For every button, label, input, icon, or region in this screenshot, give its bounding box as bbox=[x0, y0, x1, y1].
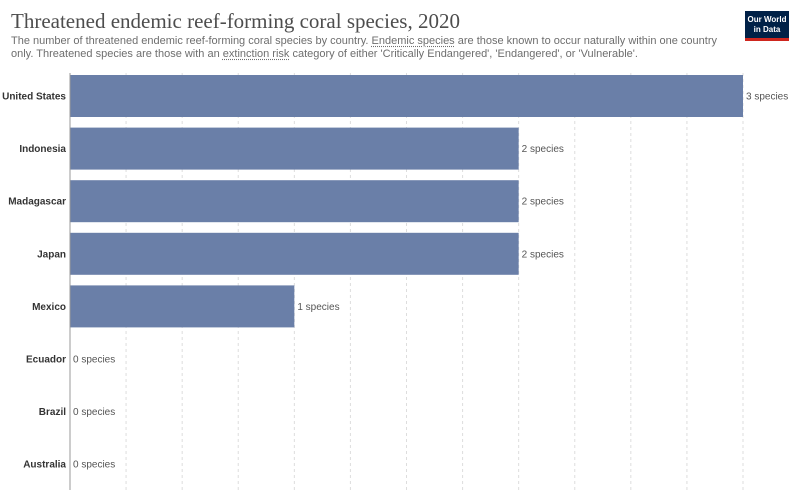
value-label: 0 species bbox=[73, 407, 115, 418]
bar bbox=[70, 232, 519, 275]
labels: United States 3 species Indonesia 2 species… bbox=[2, 92, 788, 471]
bar bbox=[70, 127, 519, 170]
value-label: 2 species bbox=[522, 249, 564, 260]
category-label: Madagascar bbox=[8, 197, 66, 208]
category-label: Brazil bbox=[39, 407, 66, 418]
value-label: 0 species bbox=[73, 355, 115, 366]
bar bbox=[70, 75, 743, 117]
subtitle-text-2: are those known to occur naturally withi… bbox=[11, 35, 717, 60]
category-label: Australia bbox=[23, 460, 66, 471]
category-label: Japan bbox=[37, 249, 66, 260]
value-label: 2 species bbox=[522, 197, 564, 208]
value-label: 2 species bbox=[522, 144, 564, 155]
bar bbox=[70, 285, 295, 328]
value-label: 3 species bbox=[746, 92, 788, 103]
value-label: 1 species bbox=[297, 302, 339, 313]
bar bbox=[70, 180, 519, 223]
logo-line-2: in Data bbox=[753, 24, 781, 34]
owid-logo[interactable]: Our World in Data bbox=[745, 11, 789, 41]
endemic-species-link[interactable]: Endemic species bbox=[371, 35, 455, 47]
category-label: Ecuador bbox=[26, 355, 66, 366]
logo-line-1: Our World bbox=[747, 14, 787, 24]
value-label: 0 species bbox=[73, 460, 115, 471]
category-label: Indonesia bbox=[19, 144, 66, 155]
bars bbox=[70, 75, 743, 328]
category-label: United States bbox=[2, 92, 66, 103]
category-label: Mexico bbox=[32, 302, 66, 313]
chart-subtitle: The number of threatened endemic reef-fo… bbox=[11, 35, 731, 61]
extinction-risk-link[interactable]: extinction risk bbox=[222, 48, 290, 60]
subtitle-text-1: The number of threatened endemic reef-fo… bbox=[11, 35, 372, 47]
subtitle-text-3: category of either 'Critically Endangere… bbox=[289, 48, 638, 60]
chart-title: Threatened endemic reef-forming coral sp… bbox=[11, 9, 460, 33]
